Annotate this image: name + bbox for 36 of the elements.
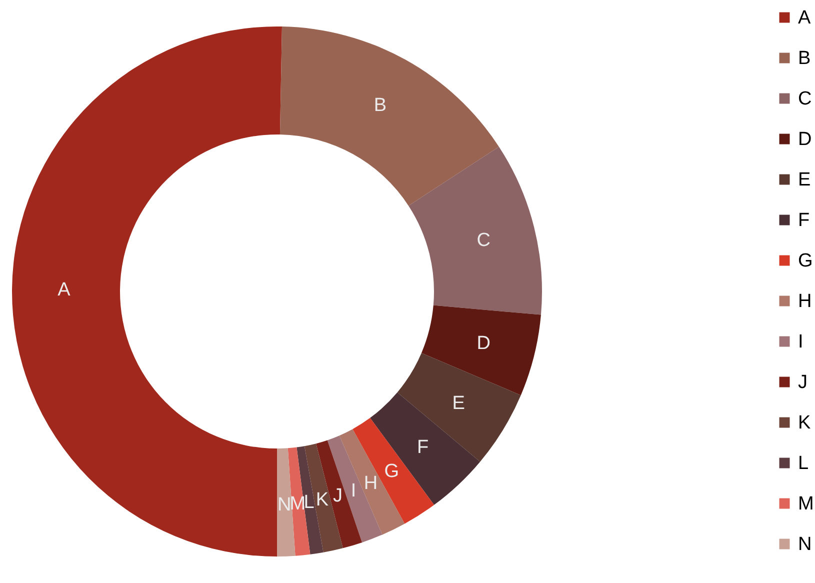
- legend-label: L: [798, 453, 809, 474]
- slice-label: B: [374, 95, 387, 116]
- donut-slice: [304, 444, 343, 552]
- legend-label: D: [798, 129, 812, 150]
- legend-label: E: [798, 170, 811, 190]
- slice-label: I: [350, 480, 356, 502]
- slice-label: G: [384, 460, 400, 482]
- legend-label: M: [798, 494, 814, 514]
- slice-label: F: [417, 436, 429, 458]
- donut-slice: [421, 305, 541, 396]
- legend-label: C: [798, 88, 812, 110]
- slice-label: E: [452, 392, 465, 414]
- legend-label: G: [798, 250, 813, 272]
- legend-label: N: [798, 534, 812, 555]
- slice-label: M: [290, 493, 306, 514]
- slice-label: J: [332, 486, 342, 507]
- legend-label: K: [798, 412, 811, 434]
- legend-label: A: [798, 8, 811, 28]
- slice-label: K: [316, 490, 329, 511]
- donut-slice: [408, 146, 542, 315]
- donut-slice: [397, 352, 521, 462]
- slice-label: H: [364, 472, 378, 494]
- slice-label: C: [476, 230, 491, 251]
- legend-label: I: [798, 332, 804, 352]
- legend-label: H: [798, 291, 812, 312]
- slice-label: L: [304, 492, 314, 514]
- donut-slice: [316, 440, 362, 548]
- donut-slice: [327, 436, 382, 542]
- donut-slice: [352, 418, 434, 524]
- legend-label: J: [798, 372, 808, 393]
- legend-label: F: [798, 210, 810, 231]
- legend-label: B: [798, 48, 811, 69]
- slice-label: N: [277, 494, 292, 516]
- slice-label: D: [476, 333, 491, 354]
- slice-label: A: [58, 279, 71, 300]
- donut-slice: [280, 26, 499, 206]
